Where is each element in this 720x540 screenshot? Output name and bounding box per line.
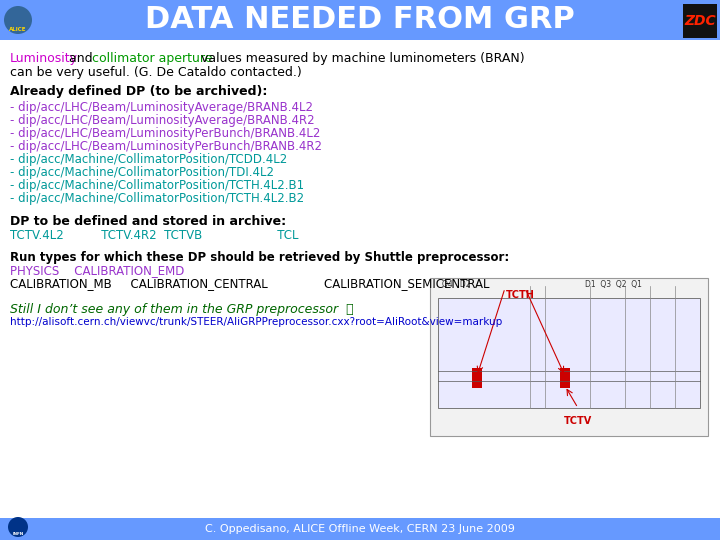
Text: - dip/acc/LHC/Beam/LuminosityAverage/BRANB.4R2: - dip/acc/LHC/Beam/LuminosityAverage/BRA…: [10, 114, 315, 127]
FancyBboxPatch shape: [472, 368, 482, 388]
Text: DATA NEEDED FROM GRP: DATA NEEDED FROM GRP: [145, 5, 575, 35]
Text: INFN: INFN: [12, 532, 24, 536]
Text: - dip/acc/Machine/CollimatorPosition/TDI.4L2: - dip/acc/Machine/CollimatorPosition/TDI…: [10, 166, 274, 179]
Text: Already defined DP (to be archived):: Already defined DP (to be archived):: [10, 85, 267, 98]
Text: and: and: [65, 52, 96, 65]
Text: can be very useful. (G. De Cataldo contacted.): can be very useful. (G. De Cataldo conta…: [10, 66, 302, 79]
FancyBboxPatch shape: [0, 518, 720, 540]
FancyBboxPatch shape: [0, 0, 720, 40]
Text: DP to be defined and stored in archive:: DP to be defined and stored in archive:: [10, 215, 286, 228]
Text: ZDC: ZDC: [684, 14, 716, 28]
Text: TCTH: TCTH: [505, 290, 534, 300]
Text: - dip/acc/LHC/Beam/LuminosityPerBunch/BRANB.4R2: - dip/acc/LHC/Beam/LuminosityPerBunch/BR…: [10, 140, 322, 153]
FancyBboxPatch shape: [438, 298, 700, 408]
Text: Still I don’t see any of them in the GRP preprocessor  ❓: Still I don’t see any of them in the GRP…: [10, 303, 354, 316]
Text: Run types for which these DP should be retrieved by Shuttle preprocessor:: Run types for which these DP should be r…: [10, 251, 509, 264]
FancyBboxPatch shape: [560, 368, 570, 388]
Text: - dip/acc/Machine/CollimatorPosition/TCDD.4L2: - dip/acc/Machine/CollimatorPosition/TCD…: [10, 153, 287, 166]
Text: C. Oppedisano, ALICE Offline Week, CERN 23 June 2009: C. Oppedisano, ALICE Offline Week, CERN …: [205, 524, 515, 534]
Text: TCTV: TCTV: [564, 416, 592, 426]
Text: ALICE: ALICE: [9, 27, 27, 32]
Text: Q4   D2: Q4 D2: [442, 280, 470, 289]
FancyBboxPatch shape: [430, 278, 708, 436]
Text: values measured by machine luminometers (BRAN): values measured by machine luminometers …: [197, 52, 525, 65]
Text: D1  Q3  Q2  Q1: D1 Q3 Q2 Q1: [585, 280, 642, 289]
Text: - dip/acc/Machine/CollimatorPosition/TCTH.4L2.B2: - dip/acc/Machine/CollimatorPosition/TCT…: [10, 192, 304, 205]
Text: - dip/acc/Machine/CollimatorPosition/TCTH.4L2.B1: - dip/acc/Machine/CollimatorPosition/TCT…: [10, 179, 304, 192]
Text: Luminosity: Luminosity: [10, 52, 78, 65]
Text: - dip/acc/LHC/Beam/LuminosityAverage/BRANB.4L2: - dip/acc/LHC/Beam/LuminosityAverage/BRA…: [10, 101, 313, 114]
Text: collimator aperture: collimator aperture: [92, 52, 213, 65]
Text: TCTV.4L2          TCTV.4R2  TCTVB                    TCL: TCTV.4L2 TCTV.4R2 TCTVB TCL: [10, 229, 299, 242]
FancyBboxPatch shape: [683, 4, 717, 38]
Text: CALIBRATION_MB     CALIBRATION_CENTRAL               CALIBRATION_SEMICENTRAL: CALIBRATION_MB CALIBRATION_CENTRAL CALIB…: [10, 277, 490, 290]
Text: PHYSICS    CALIBRATION_EMD: PHYSICS CALIBRATION_EMD: [10, 264, 184, 277]
Circle shape: [8, 517, 28, 537]
Text: http://alisoft.cern.ch/viewvc/trunk/STEER/AliGRPPreprocessor.cxx?root=AliRoot&vi: http://alisoft.cern.ch/viewvc/trunk/STEE…: [10, 317, 503, 327]
Text: - dip/acc/LHC/Beam/LuminosityPerBunch/BRANB.4L2: - dip/acc/LHC/Beam/LuminosityPerBunch/BR…: [10, 127, 320, 140]
Circle shape: [4, 6, 32, 34]
